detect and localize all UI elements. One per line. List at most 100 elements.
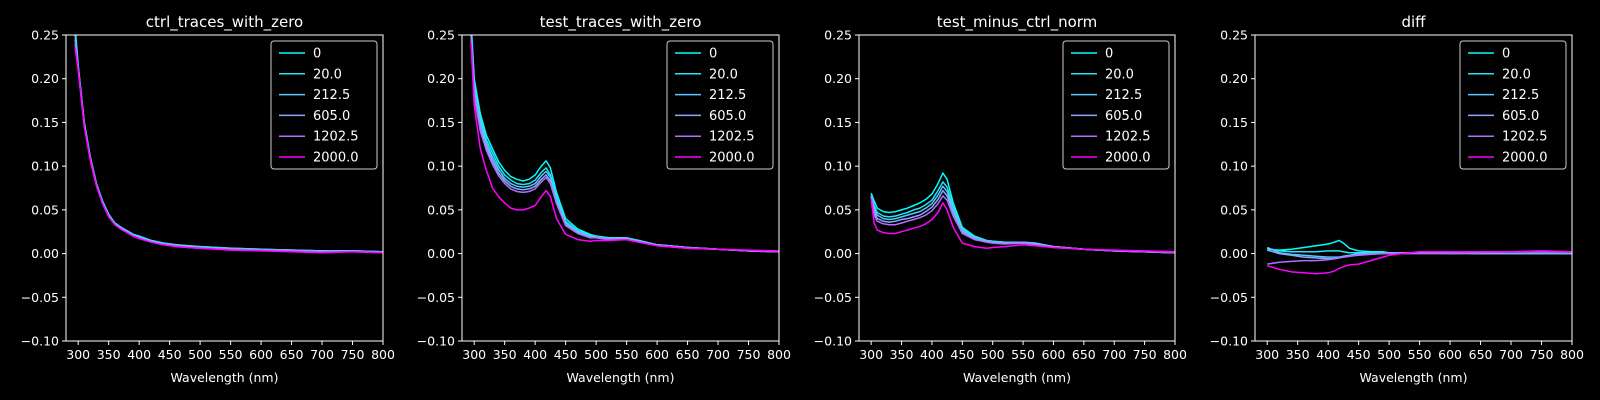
x-tick-label: 300 — [462, 347, 486, 362]
y-tick-label: 0.20 — [427, 71, 455, 86]
x-tick-label: 800 — [767, 347, 791, 362]
y-tick-label: 0.20 — [824, 71, 852, 86]
x-tick-label: 550 — [1408, 347, 1432, 362]
legend-entry: 212.5 — [1105, 88, 1142, 103]
x-tick-label: 300 — [66, 347, 90, 362]
legend-entry: 212.5 — [1502, 88, 1539, 103]
x-tick-label: 800 — [1560, 347, 1584, 362]
legend-entry: 1202.5 — [709, 130, 755, 145]
y-tick-label: 0.25 — [824, 28, 852, 43]
legend-entry: 0 — [709, 47, 717, 62]
plot-frame — [1254, 34, 1573, 342]
legend-entry: 0 — [1502, 47, 1510, 62]
x-tick-label: 700 — [706, 347, 730, 362]
legend: 0 20.0 212.5 605.0 1202.5 2000.0 — [1459, 40, 1567, 170]
x-tick-label: 500 — [981, 347, 1005, 362]
x-tick-label: 550 — [615, 347, 639, 362]
chart-panel-1: 300 350 400 450 500 550 600 650 700 750 800 −0.10 −0… — [21, 13, 395, 385]
x-tick-label: 300 — [1255, 347, 1279, 362]
x-tick-label: 600 — [645, 347, 669, 362]
legend-entry: 605.0 — [313, 109, 350, 124]
y-tick-label: 0.15 — [824, 115, 852, 130]
plot-frame — [65, 34, 384, 342]
legend-entry: 0 — [1105, 47, 1113, 62]
x-tick-label: 400 — [920, 347, 944, 362]
legend-box — [666, 40, 774, 170]
legend-entry: 212.5 — [313, 88, 350, 103]
legend-entry: 20.0 — [1105, 67, 1134, 82]
legend-entry: 20.0 — [1502, 67, 1531, 82]
legend-entry: 605.0 — [1105, 109, 1142, 124]
y-tick-label: −0.10 — [417, 334, 455, 349]
x-tick-label: 800 — [1163, 347, 1187, 362]
x-tick-label: 500 — [584, 347, 608, 362]
legend: 0 20.0 212.5 605.0 1202.5 2000.0 — [666, 40, 774, 170]
x-tick-label: 650 — [676, 347, 700, 362]
x-tick-label: 350 — [890, 347, 914, 362]
legend-entry: 605.0 — [709, 109, 746, 124]
series-line-2000-0 — [870, 199, 1175, 253]
y-tick-label: 0.00 — [824, 246, 852, 261]
x-tick-label: 450 — [950, 347, 974, 362]
x-axis-label: Wavelength (nm) — [963, 370, 1071, 385]
x-tick-label: 750 — [1133, 347, 1157, 362]
chart-title: test_minus_ctrl_norm — [937, 13, 1098, 32]
legend-entry: 2000.0 — [1502, 151, 1548, 166]
chart-title: ctrl_traces_with_zero — [146, 13, 303, 32]
x-tick-label: 450 — [1347, 347, 1371, 362]
x-tick-label: 700 — [310, 347, 334, 362]
y-tick-label: 0.15 — [31, 115, 59, 130]
x-tick-label: 800 — [371, 347, 395, 362]
y-tick-label: 0.05 — [31, 202, 59, 217]
series-group — [1266, 239, 1572, 275]
x-tick-label: 400 — [1316, 347, 1340, 362]
y-tick-label: 0.10 — [1220, 159, 1248, 174]
series-line-2000-0 — [1266, 250, 1572, 275]
series-group — [74, 35, 383, 254]
legend-entry: 2000.0 — [709, 151, 755, 166]
legend-entry: 1202.5 — [1105, 130, 1151, 145]
x-tick-label: 550 — [219, 347, 243, 362]
y-tick-label: 0.05 — [427, 202, 455, 217]
y-tick-label: −0.05 — [21, 290, 59, 305]
y-tick-label: 0.10 — [824, 159, 852, 174]
legend-box — [1459, 40, 1567, 170]
x-tick-label: 300 — [859, 347, 883, 362]
x-tick-label: 600 — [249, 347, 273, 362]
x-tick-label: 400 — [523, 347, 547, 362]
y-tick-label: 0.00 — [31, 246, 59, 261]
chart-panel-3: 300 350 400 450 500 550 600 650 700 750 800 −0.10 −0… — [814, 13, 1187, 385]
x-axis-label: Wavelength (nm) — [171, 370, 279, 385]
chart-panel-2: 300 350 400 450 500 550 600 650 700 750 800 −0.10 −0… — [417, 13, 791, 385]
plot-frame — [858, 34, 1176, 342]
y-tick-label: 0.10 — [31, 159, 59, 174]
legend-box — [270, 40, 378, 170]
y-tick-label: −0.10 — [814, 334, 852, 349]
plot-frame — [461, 34, 780, 342]
x-tick-label: 650 — [1072, 347, 1096, 362]
series-line-1202-5 — [1267, 251, 1572, 265]
legend-entry: 605.0 — [1502, 109, 1539, 124]
series-line-2000-0 — [74, 47, 383, 254]
x-tick-label: 350 — [493, 347, 517, 362]
x-tick-label: 650 — [280, 347, 304, 362]
y-tick-label: −0.05 — [417, 290, 455, 305]
y-tick-label: 0.15 — [1220, 115, 1248, 130]
legend-box — [1062, 40, 1170, 170]
legend-entry: 20.0 — [709, 67, 738, 82]
x-tick-label: 500 — [1377, 347, 1401, 362]
series-line-605-0 — [470, 35, 779, 253]
x-tick-label: 650 — [1469, 347, 1493, 362]
x-tick-label: 700 — [1499, 347, 1523, 362]
x-tick-label: 450 — [158, 347, 182, 362]
legend-entry: 212.5 — [709, 88, 746, 103]
y-tick-label: 0.25 — [1220, 28, 1248, 43]
legend: 0 20.0 212.5 605.0 1202.5 2000.0 — [270, 40, 378, 170]
x-tick-label: 600 — [1438, 347, 1462, 362]
y-tick-label: 0.00 — [1220, 246, 1248, 261]
y-tick-label: 0.20 — [31, 71, 59, 86]
legend-entry: 20.0 — [313, 67, 342, 82]
series-line-2000-0 — [470, 43, 779, 252]
y-tick-label: 0.25 — [31, 28, 59, 43]
